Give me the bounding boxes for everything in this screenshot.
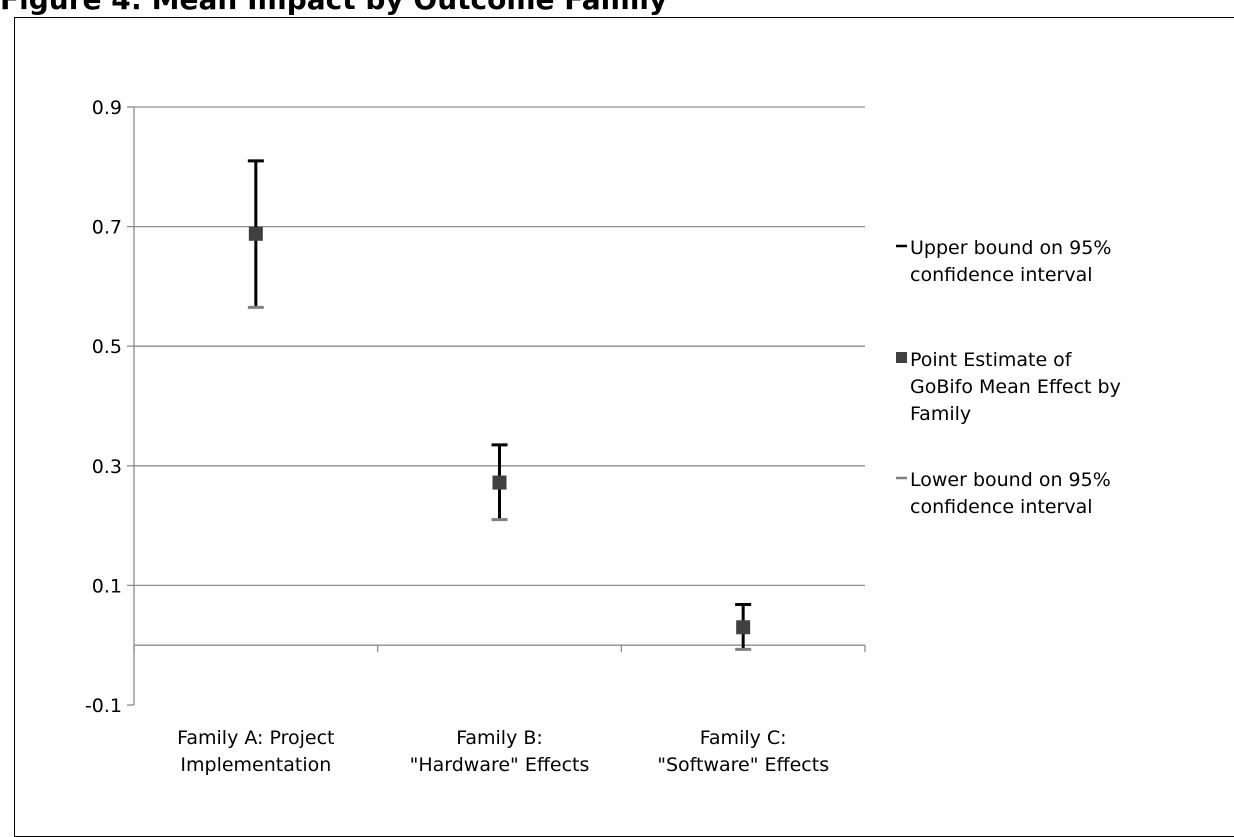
x-category-label: "Hardware" Effects [410, 754, 590, 776]
legend-label: confidence interval [910, 264, 1093, 286]
x-category-label: "Software" Effects [657, 754, 829, 776]
y-tick-label: 0.9 [92, 97, 122, 119]
y-tick-label: -0.1 [85, 695, 122, 717]
legend-label: GoBifo Mean Effect by [910, 376, 1121, 398]
legend-label: Lower bound on 95% [910, 469, 1111, 491]
legend-label: Upper bound on 95% [910, 237, 1111, 259]
page-header: Figure 4: Mean Impact by Outcome Family [0, 0, 667, 16]
x-category-label: Family B: [456, 727, 543, 749]
point-estimate-marker [492, 475, 507, 490]
legend-label: confidence interval [910, 496, 1093, 518]
legend-marker-point [896, 352, 907, 363]
legend-label: Point Estimate of [910, 349, 1073, 371]
point-estimate-marker [736, 620, 751, 635]
x-category-label: Family A: Project [177, 727, 334, 749]
y-tick-label: 0.5 [92, 336, 122, 358]
y-tick-label: 0.3 [92, 456, 122, 478]
x-category-label: Family C: [700, 727, 787, 749]
header-strip: Figure 4: Mean Impact by Outcome Family [0, 0, 1234, 30]
point-estimate-marker [248, 226, 263, 241]
y-tick-label: 0.1 [92, 575, 122, 597]
y-tick-label: 0.7 [92, 217, 122, 239]
legend-label: Family [910, 403, 971, 425]
x-category-label: Implementation [180, 754, 331, 776]
